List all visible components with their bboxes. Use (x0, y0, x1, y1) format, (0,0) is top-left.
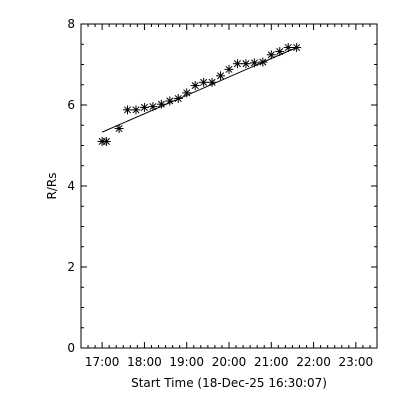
data-point-asterisk (216, 71, 226, 81)
asterisk-stroke (217, 72, 225, 80)
asterisk-stroke (250, 59, 258, 67)
data-point-asterisk (190, 81, 200, 91)
x-tick-label: 20:00 (212, 355, 247, 369)
asterisk-stroke (225, 65, 233, 73)
y-tick-label: 8 (67, 17, 75, 31)
data-point-asterisk (224, 64, 234, 74)
asterisk-stroke (267, 51, 275, 59)
points-layer (97, 42, 302, 146)
data-point-asterisk (249, 58, 259, 68)
data-point-asterisk (292, 42, 302, 52)
data-point-asterisk (165, 96, 175, 106)
data-point-asterisk (173, 94, 183, 104)
ticks-layer (80, 23, 378, 349)
x-tick-label: 18:00 (127, 355, 162, 369)
asterisk-stroke (102, 137, 110, 145)
asterisk-stroke (284, 43, 292, 52)
data-point-asterisk (266, 50, 276, 60)
asterisk-stroke (242, 60, 250, 68)
asterisk-stroke (293, 43, 301, 52)
asterisk-stroke (115, 124, 123, 133)
data-point-asterisk (156, 99, 166, 109)
data-point-asterisk (182, 88, 192, 98)
tick-labels-layer: 17:00 18:00 19:00 20:00 21:00 22:00 23:00 0 2 4 6 8 (67, 17, 373, 369)
asterisk-stroke (166, 97, 174, 105)
data-point-asterisk (199, 77, 209, 87)
asterisk-stroke (123, 106, 132, 114)
data-point-asterisk (148, 102, 158, 112)
x-tick-label: 17:00 (85, 355, 120, 369)
data-point-asterisk (241, 59, 251, 69)
y-tick-label: 2 (67, 260, 75, 274)
x-axis-label: Start Time (18-Dec-25 16:30:07) (131, 376, 327, 390)
asterisk-stroke (208, 78, 216, 86)
data-point-asterisk (275, 47, 285, 57)
data-point-asterisk (131, 105, 141, 115)
data-point-asterisk (207, 77, 217, 87)
data-point-asterisk (139, 102, 149, 112)
asterisk-stroke (140, 103, 148, 111)
data-point-asterisk (232, 59, 242, 69)
data-point-asterisk (123, 105, 133, 115)
data-point-asterisk (283, 42, 293, 52)
asterisk-stroke (233, 60, 241, 68)
x-tick-label: 23:00 (339, 355, 374, 369)
y-axis-label: R/Rs (45, 173, 59, 200)
asterisk-stroke (132, 106, 140, 114)
fit-line (101, 47, 297, 133)
fit-layer (101, 47, 297, 133)
y-tick-label: 0 (67, 341, 75, 355)
asterisk-stroke (276, 48, 284, 56)
asterisk-stroke (259, 58, 267, 66)
asterisk-stroke (157, 100, 165, 108)
asterisk-stroke (174, 94, 182, 103)
asterisk-stroke (183, 89, 191, 97)
asterisk-stroke (149, 103, 157, 111)
asterisk-stroke (191, 82, 199, 90)
data-point-asterisk (114, 123, 124, 133)
asterisk-stroke (200, 78, 208, 86)
x-tick-label: 19:00 (169, 355, 204, 369)
data-point-asterisk (258, 57, 268, 67)
x-tick-label: 21:00 (254, 355, 289, 369)
data-point-asterisk (101, 136, 111, 146)
y-tick-label: 6 (67, 98, 75, 112)
x-tick-label: 22:00 (296, 355, 331, 369)
y-tick-label: 4 (67, 179, 75, 193)
